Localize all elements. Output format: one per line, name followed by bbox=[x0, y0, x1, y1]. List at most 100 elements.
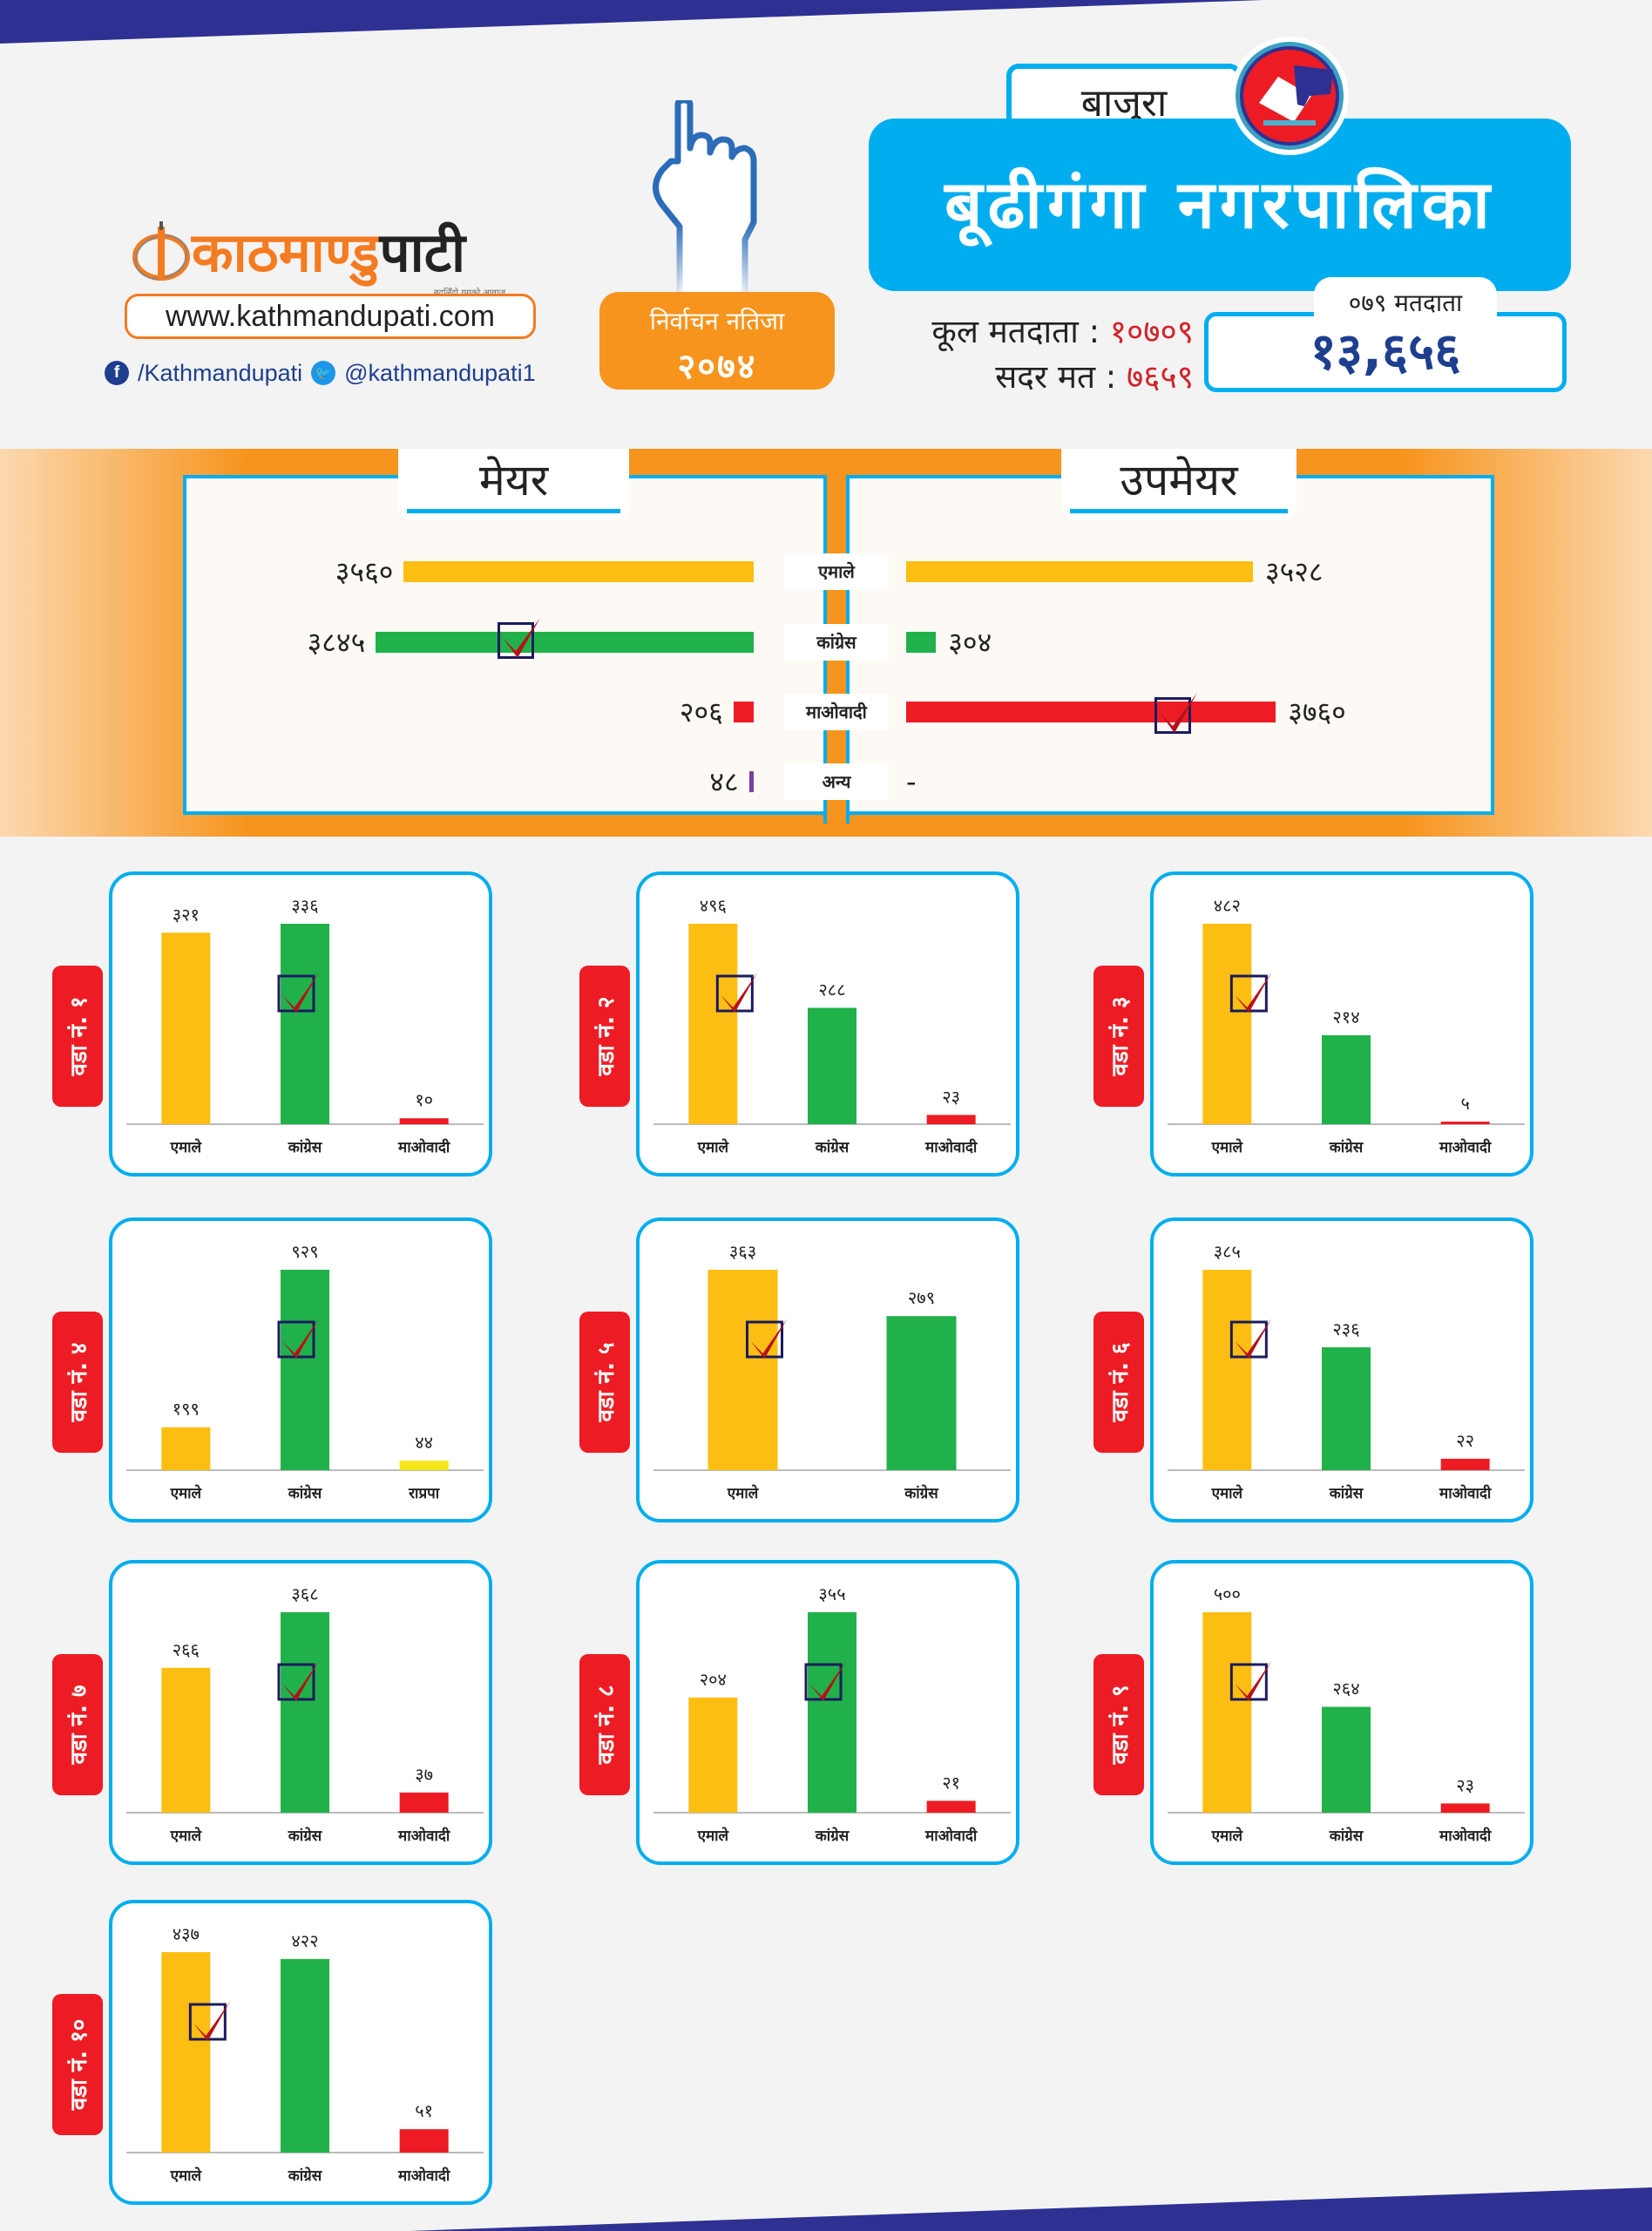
logo-wordmark: काठमाण्डुपाटी bbox=[192, 218, 465, 288]
mayor-bar-value: ३५६० bbox=[335, 555, 394, 588]
bar-एमाले bbox=[688, 1697, 738, 1813]
category-label: एमाले bbox=[170, 1484, 203, 1502]
deputy-mayor-bar-value: - bbox=[906, 765, 917, 798]
ward-number-tag: वडा नं. ६ bbox=[1093, 1312, 1144, 1453]
ward-number-tag: वडा नं. १० bbox=[52, 1994, 103, 2135]
ward-bar-chart: ५०० एमाले २६४ कांग्रेस २३ माओवादी bbox=[1168, 1583, 1525, 1845]
ward-chart-2: वडा नं. २ ४९६ एमाले २८८ कांग्रेस २३ माओवादी bbox=[579, 871, 1019, 1177]
badge-year: २०७४ bbox=[677, 347, 757, 387]
ward-bar-chart: २०४ एमाले ३५५ कांग्रेस २१ माओवादी bbox=[653, 1583, 1011, 1845]
total-voters-label: कूल मतदाता : bbox=[931, 313, 1100, 350]
ward-number-label: वडा नं. ४ bbox=[66, 1342, 92, 1422]
category-label: एमाले bbox=[697, 1138, 730, 1156]
winner-check-icon bbox=[498, 618, 541, 659]
party-label-center: कांग्रेस bbox=[784, 624, 889, 661]
category-label: एमाले bbox=[170, 1138, 203, 1156]
winner-check-icon bbox=[1229, 1661, 1272, 1701]
bar-एमाले bbox=[688, 924, 738, 1124]
deputy-mayor-heading: उपमेयर bbox=[1061, 449, 1297, 520]
ward-number-tag: वडा नं. ८ bbox=[579, 1654, 630, 1795]
bar-कांग्रेस bbox=[281, 1958, 329, 2153]
bar-कांग्रेस bbox=[1322, 1706, 1371, 1813]
winner-check-icon bbox=[1229, 1319, 1272, 1359]
category-label: एमाले bbox=[170, 2167, 203, 2185]
winner-check-icon bbox=[277, 973, 319, 1013]
category-label: माओवादी bbox=[397, 1827, 450, 1845]
twitter-link[interactable]: @kathmandupati1 bbox=[344, 359, 536, 386]
bar-value-label: ४९६ bbox=[700, 895, 727, 916]
bar-माओवादी bbox=[1440, 1803, 1490, 1813]
category-label: कांग्रेस bbox=[1329, 1827, 1364, 1845]
valid-votes-label: सदर मत : bbox=[995, 358, 1117, 396]
ward-number-tag: वडा नं. ४ bbox=[52, 1312, 103, 1453]
deputy-mayor-bar-value: ३०४ bbox=[948, 626, 992, 659]
bar-value-label: ३७ bbox=[415, 1764, 433, 1785]
winner-check-icon bbox=[1154, 693, 1197, 734]
valid-votes-row: सदर मत : ७६५९ bbox=[863, 355, 1194, 400]
category-label: एमाले bbox=[1211, 1827, 1244, 1845]
ward-number-label: वडा नं. २ bbox=[593, 996, 620, 1076]
category-label: कांग्रेस bbox=[815, 1138, 850, 1156]
bar-value-label: ३६८ bbox=[291, 1583, 318, 1604]
ward-number-label: वडा नं. ५ bbox=[593, 1342, 620, 1422]
bar-एमाले bbox=[161, 1427, 211, 1470]
ward-number-tag: वडा नं. ३ bbox=[1093, 966, 1144, 1107]
bar-value-label: ५१ bbox=[415, 2100, 433, 2121]
deputy-mayor-bar-value: ३७६० bbox=[1288, 695, 1346, 729]
ward-number-tag: वडा नं. ५ bbox=[579, 1312, 630, 1453]
ward-chart-4: वडा नं. ४ १९९ एमाले ९२९ कांग्रेस ४४ राप्रपा bbox=[52, 1217, 492, 1522]
mayor-heading-underline bbox=[407, 509, 620, 513]
bar-कांग्रेस bbox=[886, 1316, 957, 1470]
deputy-mayor-bar-value: ३५२८ bbox=[1265, 555, 1324, 588]
bar-value-label: २८८ bbox=[818, 979, 845, 1000]
bar-माओवादी bbox=[399, 1792, 449, 1813]
ward-bar-chart: १९९ एमाले ९२९ कांग्रेस ४४ राप्रपा bbox=[126, 1241, 484, 1502]
bar-value-label: ४३७ bbox=[173, 1923, 200, 1944]
bar-value-label: ४२२ bbox=[291, 1930, 318, 1951]
check-mark-icon bbox=[504, 618, 541, 658]
bar-value-label: ३५५ bbox=[818, 1583, 845, 1604]
bar-एमाले bbox=[708, 1270, 778, 1470]
ward-number-label: वडा नं. १० bbox=[66, 2018, 92, 2111]
category-label: माओवादी bbox=[1439, 1827, 1492, 1845]
ward-chart-7: वडा नं. ७ २६६ एमाले ३६८ कांग्रेस ३७ माओवादी bbox=[52, 1560, 492, 1865]
ward-number-label: वडा नं. १ bbox=[66, 996, 92, 1076]
mayor-bar bbox=[403, 561, 754, 582]
ward-chart-5: वडा नं. ५ ३६३ एमाले २७९ कांग्रेस bbox=[579, 1217, 1019, 1522]
mayor-bar-value: ४८ bbox=[709, 765, 739, 798]
deputy-mayor-heading-underline bbox=[1070, 509, 1288, 513]
bar-माओवादी bbox=[926, 1800, 976, 1813]
bar-एमाले bbox=[1202, 924, 1252, 1124]
party-label-center: माओवादी bbox=[784, 694, 889, 730]
ward-number-label: वडा नं. ३ bbox=[1107, 996, 1134, 1076]
bar-माओवादी bbox=[1440, 1458, 1490, 1470]
bar-value-label: १० bbox=[415, 1089, 433, 1110]
deputy-mayor-bar bbox=[906, 632, 937, 653]
facebook-link[interactable]: /Kathmandupati bbox=[138, 359, 303, 386]
category-label: राप्रपा bbox=[408, 1485, 440, 1502]
bar-value-label: २३ bbox=[942, 1086, 960, 1107]
category-label: कांग्रेस bbox=[1329, 1138, 1364, 1156]
bar-कांग्रेस bbox=[808, 1007, 856, 1124]
category-label: कांग्रेस bbox=[288, 1484, 323, 1502]
municipality-title: बूढीगंगा नगरपालिका bbox=[869, 119, 1571, 291]
website-link[interactable]: www.kathmandupati.com bbox=[125, 294, 536, 339]
bar-value-label: ५०० bbox=[1214, 1583, 1241, 1604]
ward-chart-9: वडा नं. ९ ५०० एमाले २६४ कांग्रेस २३ माओवादी bbox=[1093, 1560, 1534, 1865]
ward-bar-chart: २६६ एमाले ३६८ कांग्रेस ३७ माओवादी bbox=[126, 1583, 484, 1845]
mayor-bar-value: ३८४५ bbox=[307, 626, 366, 659]
bar-माओवादी bbox=[1440, 1122, 1490, 1124]
ward-number-label: वडा नं. ८ bbox=[593, 1685, 620, 1765]
category-label: माओवादी bbox=[924, 1138, 978, 1156]
category-label: कांग्रेस bbox=[288, 1138, 323, 1156]
bar-value-label: २०४ bbox=[700, 1669, 727, 1690]
category-label: एमाले bbox=[1211, 1484, 1244, 1502]
winner-check-icon bbox=[277, 1319, 319, 1359]
twitter-icon: 🐦 bbox=[311, 361, 336, 385]
mayor-bar bbox=[733, 702, 754, 722]
bar-value-label: २६४ bbox=[1332, 1678, 1359, 1699]
category-label: कांग्रेस bbox=[1329, 1484, 1364, 1502]
bar-value-label: २१४ bbox=[1332, 1007, 1359, 1027]
category-label: एमाले bbox=[697, 1827, 730, 1845]
category-label: माओवादी bbox=[1439, 1484, 1492, 1502]
